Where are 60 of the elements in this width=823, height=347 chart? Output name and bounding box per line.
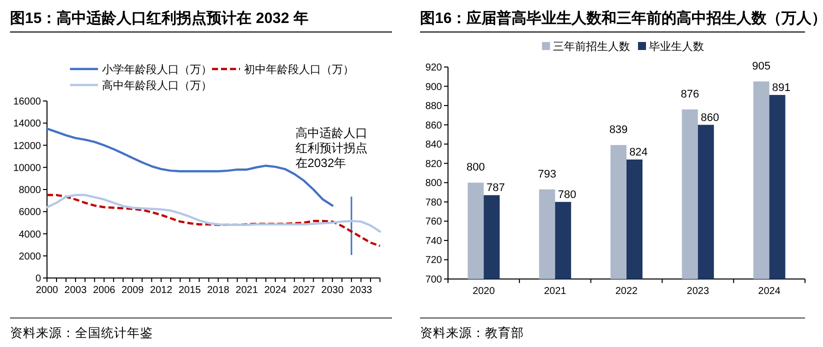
y-tick-label: 920 [425, 62, 442, 74]
chart-title: 图16：应届普高毕业生人数和三年前的高中招生人数（万人） [420, 9, 823, 27]
y-tick-label: 720 [425, 255, 442, 266]
y-tick-label: 800 [425, 178, 442, 190]
x-tick-label: 2012 [150, 285, 173, 296]
ref-line-label: 高中适龄人口红利预计拐点在2032年 [295, 126, 368, 170]
x-tick-label: 2027 [292, 285, 316, 296]
y-tick-label: 6000 [18, 207, 42, 218]
line-series [46, 194, 382, 248]
data-label: 824 [629, 146, 648, 159]
data-label: 860 [700, 112, 720, 124]
x-tick-label: 2022 [615, 286, 638, 297]
data-label: 905 [752, 60, 770, 72]
data-label: 793 [538, 168, 556, 180]
y-tick-label: 10000 [13, 162, 42, 174]
data-label: 876 [680, 88, 700, 100]
legend-label: 高中年龄段人口（万） [102, 79, 212, 92]
y-tick-label: 880 [425, 101, 442, 112]
y-tick-label: 700 [425, 274, 442, 286]
x-tick-label: 2030 [321, 285, 344, 296]
x-tick-label: 2023 [686, 286, 710, 297]
y-tick-label: 760 [425, 216, 442, 228]
x-tick-label: 2009 [122, 285, 144, 296]
y-tick-label: 2000 [18, 251, 42, 262]
x-tick-label: 2024 [264, 285, 287, 296]
x-tick-label: 2006 [92, 285, 116, 296]
x-tick-label: 2021 [544, 286, 567, 297]
x-tick-label: 2015 [178, 285, 202, 296]
y-tick-label: 4000 [18, 229, 42, 240]
line-series [46, 194, 382, 233]
y-tick-label: 840 [425, 140, 442, 151]
data-label: 800 [466, 162, 485, 174]
data-label: 839 [609, 124, 628, 136]
legend-label: 毕业生人数 [649, 40, 704, 53]
x-tick-label: 2018 [207, 285, 230, 296]
y-tick-label: 14000 [13, 118, 42, 130]
y-tick-label: 780 [425, 197, 442, 208]
y-tick-label: 740 [425, 236, 442, 247]
chart-title: 图15：高中适龄人口红利拐点预计在 2032 年 [10, 9, 308, 27]
x-tick-label: 2024 [758, 286, 781, 297]
y-tick-label: 12000 [13, 140, 42, 152]
y-tick-label: 0 [35, 274, 42, 284]
data-label: 891 [772, 82, 790, 94]
legend-label: 小学年龄段人口（万） [102, 63, 212, 76]
legend-label: 初中年龄段人口（万） [244, 63, 354, 76]
text: 资料来源：全国统计年鉴 [10, 326, 153, 340]
x-tick-label: 2020 [472, 286, 496, 297]
x-tick-label: 2021 [236, 285, 258, 296]
y-tick-label: 16000 [13, 96, 42, 108]
text: 资料来源：教育部 [420, 325, 524, 340]
data-label: 787 [486, 182, 505, 194]
y-tick-label: 820 [425, 158, 442, 170]
y-tick-label: 860 [425, 120, 442, 132]
x-tick-label: 2033 [350, 285, 373, 296]
x-tick-label: 2000 [36, 285, 59, 296]
y-tick-label: 900 [425, 82, 442, 93]
legend-label: 三年前招生人数 [553, 40, 630, 53]
data-label: 780 [558, 188, 576, 201]
y-tick-label: 8000 [18, 185, 42, 196]
x-tick-label: 2003 [64, 285, 88, 296]
